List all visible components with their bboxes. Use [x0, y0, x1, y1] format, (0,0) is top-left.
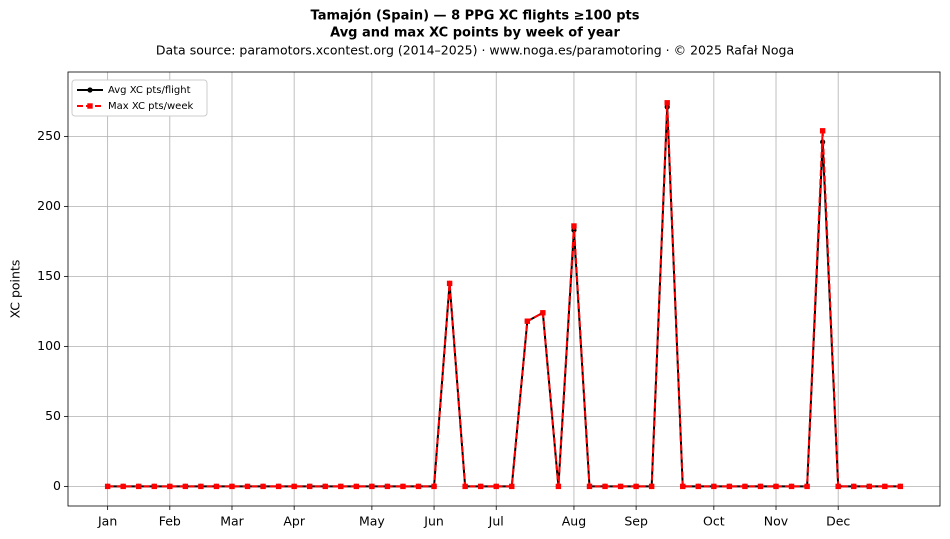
y-tick-label: 50	[45, 408, 61, 423]
y-axis-label: XC points	[8, 260, 23, 319]
y-tick-label: 250	[37, 128, 61, 143]
marker	[851, 483, 857, 490]
marker	[493, 483, 499, 490]
x-tick-label: Dec	[826, 514, 850, 529]
plot-frame	[67, 71, 941, 507]
marker	[415, 483, 422, 490]
marker	[322, 483, 328, 490]
marker	[307, 483, 313, 490]
legend-label: Avg XC pts/flight	[108, 85, 191, 96]
y-tick-label: 200	[37, 198, 61, 213]
chart-subtitle: Avg and max XC points by week of year	[330, 26, 620, 41]
x-tick-label: Oct	[703, 514, 725, 529]
x-tick-label: Aug	[562, 514, 586, 529]
series-line	[107, 102, 901, 488]
y-tick-label: 150	[37, 268, 61, 283]
marker	[213, 483, 220, 490]
marker	[151, 483, 157, 490]
x-tick-label: Nov	[764, 514, 789, 529]
series-line	[107, 106, 901, 488]
marker	[711, 483, 717, 490]
marker	[602, 483, 608, 490]
marker	[291, 483, 297, 490]
marker	[571, 223, 577, 229]
marker	[369, 483, 375, 490]
y-tick-label: 100	[37, 338, 61, 353]
marker	[384, 483, 391, 490]
marker	[353, 483, 360, 490]
legend-box	[71, 79, 208, 117]
marker	[540, 310, 546, 316]
chart-title: Tamajón (Spain) — 8 PPG XC flights ≥100 …	[311, 9, 640, 24]
x-tick-label: May	[359, 514, 385, 529]
marker	[804, 483, 810, 490]
marker	[555, 483, 562, 490]
marker	[198, 483, 204, 490]
marker	[664, 100, 670, 106]
marker	[136, 483, 142, 490]
marker	[882, 483, 888, 490]
marker	[167, 483, 173, 490]
chart-source: Data source: paramotors.xcontest.org (20…	[156, 43, 794, 58]
marker	[835, 483, 841, 490]
marker	[104, 483, 111, 490]
marker	[338, 483, 344, 490]
marker	[400, 483, 406, 490]
x-tick-label: Sep	[624, 514, 648, 529]
marker	[275, 483, 282, 490]
x-tick-label: Jun	[423, 514, 444, 529]
marker	[229, 483, 235, 490]
marker	[757, 483, 764, 490]
x-tick-label: Jul	[488, 514, 504, 529]
marker	[462, 483, 468, 490]
marker	[446, 280, 453, 287]
marker	[742, 483, 748, 490]
marker	[260, 483, 266, 490]
marker	[524, 318, 531, 324]
legend-marker	[87, 87, 93, 93]
x-tick-label: Mar	[220, 514, 244, 529]
marker	[633, 483, 639, 490]
x-tick-label: Feb	[159, 514, 181, 529]
marker	[897, 483, 904, 490]
marker	[866, 483, 872, 490]
legend-label: Max XC pts/week	[108, 101, 193, 112]
marker	[617, 483, 624, 490]
marker	[182, 483, 189, 490]
marker	[648, 483, 655, 490]
marker	[680, 483, 686, 490]
marker	[695, 483, 701, 490]
y-tick-label: 0	[53, 478, 61, 493]
marker	[788, 483, 795, 490]
marker	[586, 483, 593, 490]
marker	[431, 483, 437, 490]
x-tick-label: Jan	[97, 514, 117, 529]
legend-marker	[87, 103, 93, 109]
marker	[477, 483, 484, 490]
marker	[120, 483, 126, 490]
marker	[773, 483, 779, 490]
marker	[726, 483, 733, 490]
marker	[819, 128, 826, 134]
marker	[244, 483, 251, 490]
marker	[509, 483, 515, 490]
x-tick-label: Apr	[283, 514, 305, 529]
